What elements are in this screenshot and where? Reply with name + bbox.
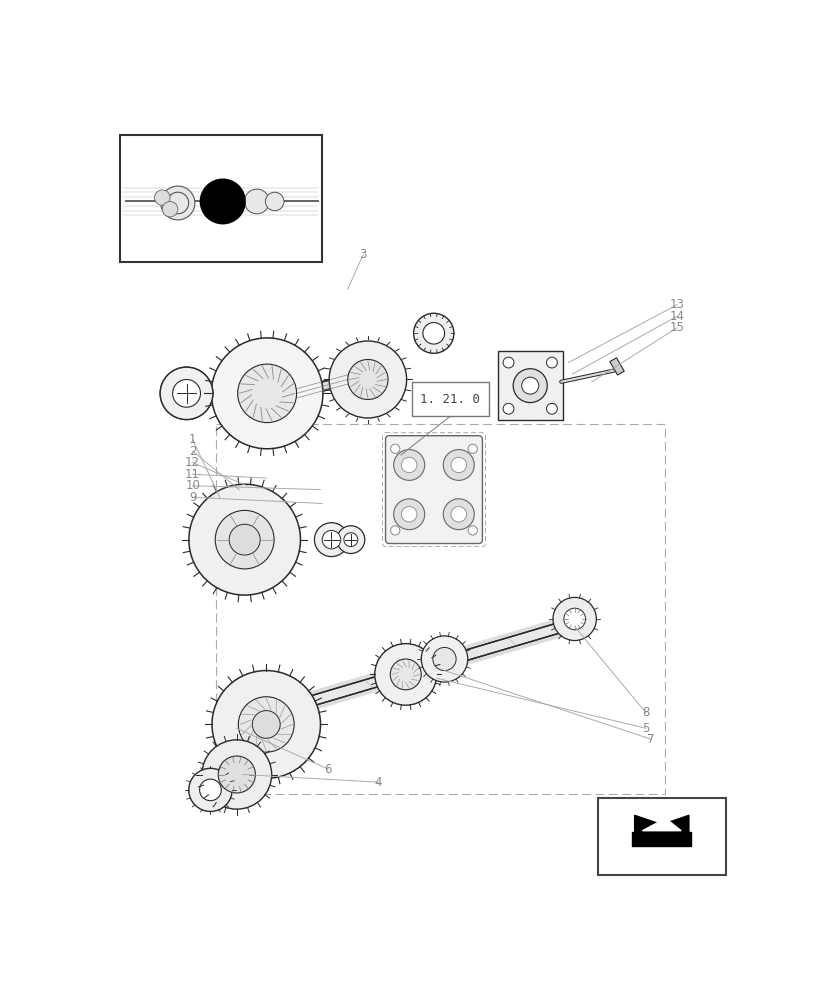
FancyBboxPatch shape [497, 351, 562, 420]
Circle shape [433, 647, 456, 671]
Bar [119, 135, 322, 262]
Circle shape [421, 636, 467, 682]
Circle shape [160, 186, 194, 220]
Text: 7: 7 [646, 733, 653, 746]
Bar [609, 358, 624, 375]
Circle shape [563, 608, 585, 630]
Circle shape [160, 367, 213, 420]
Circle shape [237, 364, 296, 423]
FancyBboxPatch shape [385, 436, 482, 544]
Circle shape [451, 507, 466, 522]
Circle shape [393, 499, 424, 530]
Circle shape [467, 526, 477, 535]
Polygon shape [297, 615, 583, 711]
Circle shape [162, 201, 178, 217]
Bar [632, 832, 691, 846]
Circle shape [322, 530, 341, 549]
Circle shape [252, 711, 280, 738]
Circle shape [451, 457, 466, 473]
Circle shape [167, 192, 189, 214]
Circle shape [442, 499, 474, 530]
Circle shape [218, 756, 255, 793]
Text: 5: 5 [642, 722, 649, 735]
Circle shape [375, 644, 436, 705]
Circle shape [423, 323, 444, 344]
Circle shape [189, 768, 232, 811]
Circle shape [155, 190, 170, 205]
Circle shape [401, 507, 417, 522]
Circle shape [552, 597, 595, 641]
Text: 8: 8 [642, 706, 649, 719]
Text: 2: 2 [189, 445, 196, 458]
Circle shape [229, 524, 260, 555]
Circle shape [244, 189, 269, 214]
Text: 9: 9 [189, 491, 196, 504]
Circle shape [414, 313, 453, 353]
Polygon shape [642, 818, 681, 831]
Circle shape [314, 523, 348, 557]
Circle shape [199, 779, 221, 801]
Text: 1: 1 [189, 433, 196, 446]
Text: 3: 3 [359, 248, 366, 261]
Circle shape [503, 357, 514, 368]
Text: 11: 11 [185, 468, 200, 481]
Circle shape [442, 450, 474, 480]
Text: 14: 14 [669, 310, 684, 323]
Polygon shape [633, 815, 688, 832]
Text: 1. 21. 0: 1. 21. 0 [419, 393, 480, 406]
FancyBboxPatch shape [411, 382, 488, 416]
Circle shape [337, 526, 365, 554]
Bar [597, 798, 725, 875]
Circle shape [546, 357, 557, 368]
Circle shape [513, 369, 547, 403]
Circle shape [503, 403, 514, 414]
Text: 12: 12 [185, 456, 200, 469]
Text: 10: 10 [185, 479, 200, 492]
Circle shape [172, 379, 200, 407]
Circle shape [390, 444, 399, 453]
Circle shape [343, 533, 357, 547]
Text: 15: 15 [669, 321, 684, 334]
Circle shape [201, 180, 244, 223]
Circle shape [189, 484, 300, 595]
Circle shape [212, 671, 320, 778]
Circle shape [211, 338, 323, 449]
Circle shape [401, 457, 417, 473]
Circle shape [546, 403, 557, 414]
Bar [216, 424, 664, 794]
Text: 13: 13 [669, 298, 684, 311]
Circle shape [215, 510, 274, 569]
Text: 6: 6 [324, 763, 332, 776]
Circle shape [393, 450, 424, 480]
Text: 4: 4 [375, 776, 382, 789]
Circle shape [521, 377, 538, 394]
Circle shape [347, 359, 388, 400]
Circle shape [202, 740, 271, 809]
Circle shape [329, 341, 406, 418]
Circle shape [265, 192, 284, 211]
Circle shape [390, 526, 399, 535]
Circle shape [467, 444, 477, 453]
Circle shape [238, 697, 294, 752]
Circle shape [390, 659, 421, 690]
